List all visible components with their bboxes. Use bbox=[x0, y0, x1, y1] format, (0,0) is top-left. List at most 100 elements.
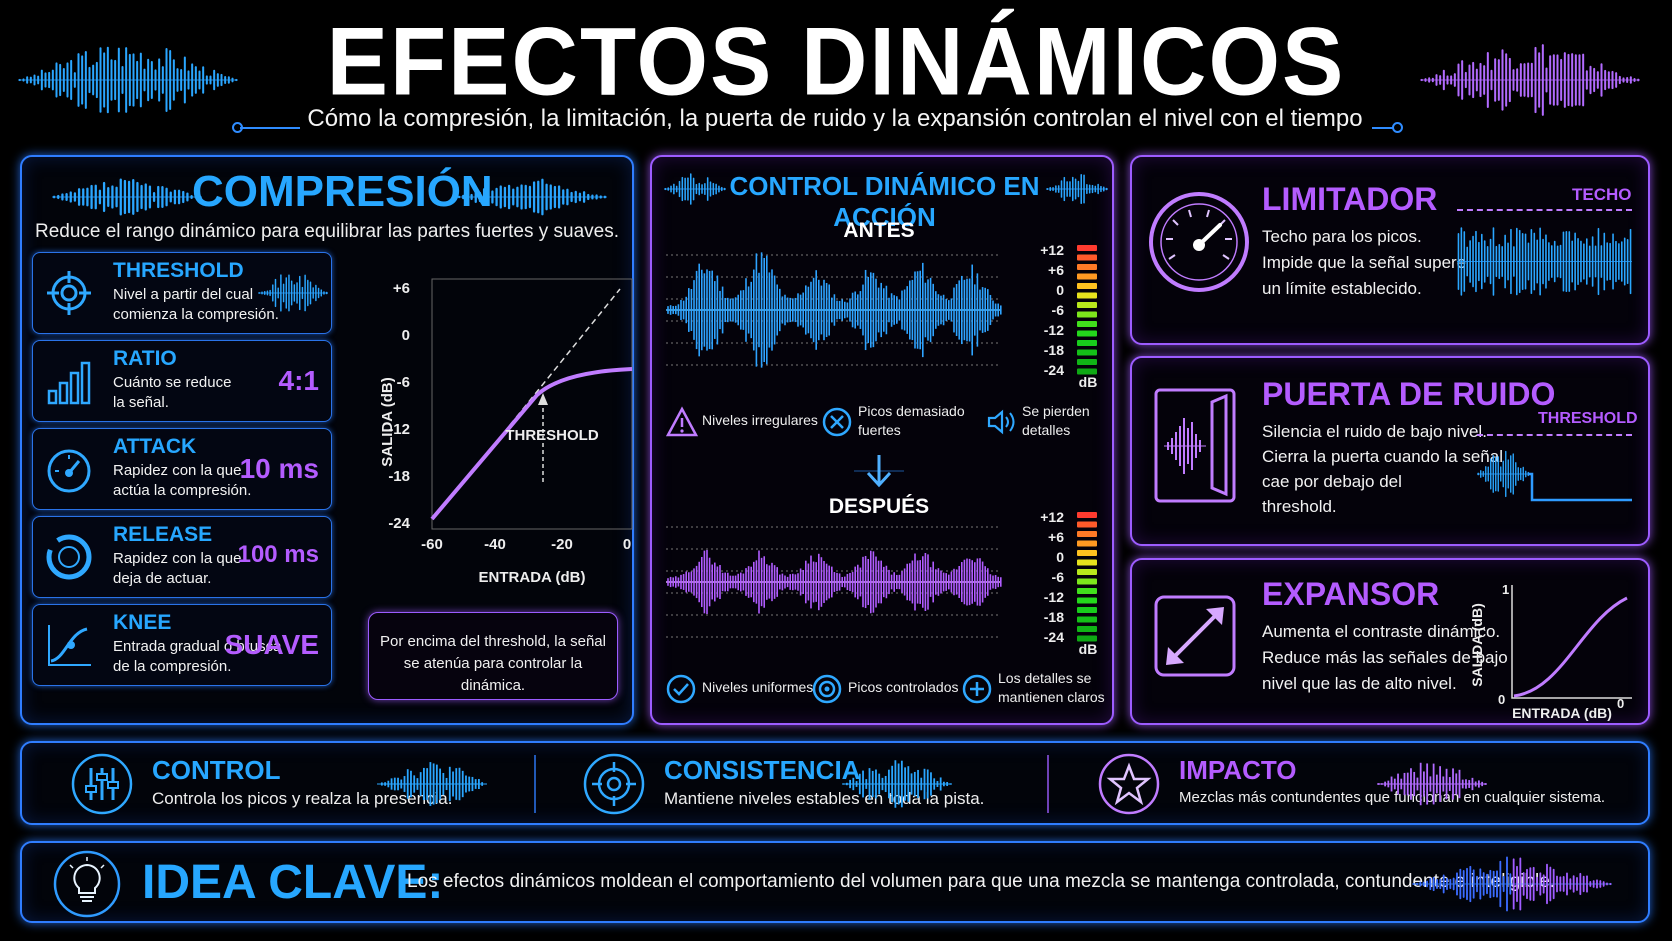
meter-tick: -24 bbox=[1044, 629, 1064, 645]
door-icon bbox=[1154, 388, 1236, 503]
benefit-desc: Mezclas más contundentes que funcionan e… bbox=[1179, 789, 1606, 806]
star-icon bbox=[1097, 752, 1161, 821]
expander-desc-1: Aumenta el contraste dinámico. bbox=[1262, 622, 1501, 641]
param-value: 100 ms bbox=[237, 541, 319, 568]
expand-arrow-icon bbox=[1154, 595, 1236, 677]
compression-wave-right bbox=[457, 178, 607, 216]
center-item-text: fuertes bbox=[858, 422, 901, 438]
meter-tick: -6 bbox=[1052, 302, 1065, 318]
expander-curve bbox=[1513, 596, 1628, 698]
param-value: SUAVE bbox=[224, 629, 319, 660]
limiter-title: LIMITADOR bbox=[1262, 181, 1438, 217]
dynamic-control-panel: CONTROL DINÁMICO EN ACCIÓN ANTES +12 +6 0 -… bbox=[650, 155, 1114, 725]
param-card-threshold: THRESHOLD Nivel a partir del cual comienza… bbox=[32, 252, 332, 334]
header: EFECTOS DINÁMICOS Cómo la compresión, la… bbox=[0, 0, 1672, 150]
gauge-icon bbox=[1149, 192, 1249, 292]
param-name: RELEASE bbox=[113, 523, 213, 546]
meter-unit: dB bbox=[1079, 374, 1098, 390]
graph-unity-line bbox=[509, 288, 621, 426]
graph-frame bbox=[431, 278, 633, 530]
graph-ytick: -18 bbox=[388, 468, 410, 485]
subtitle-line-left bbox=[240, 127, 300, 129]
param-desc-2: deja de actuar. bbox=[113, 570, 212, 587]
limiter-waveform bbox=[1457, 227, 1632, 296]
center-wave-left bbox=[664, 173, 726, 205]
param-card-attack: ATTACK Rapidez con la que actúa la compres… bbox=[32, 428, 332, 510]
target-icon bbox=[812, 674, 842, 709]
param-name: THRESHOLD bbox=[113, 259, 244, 282]
center-item-text: Niveles irregulares bbox=[702, 412, 818, 428]
crosshair-icon bbox=[45, 269, 93, 322]
param-desc-2: la señal. bbox=[113, 394, 169, 411]
param-name: RATIO bbox=[113, 347, 177, 370]
expander-title: EXPANSOR bbox=[1262, 576, 1440, 612]
center-item-text: Picos controlados bbox=[848, 679, 959, 695]
center-item: Los detalles se mantienen claros bbox=[962, 670, 1122, 716]
compression-wave-left bbox=[52, 178, 202, 216]
limiter-desc-2: Impide que la señal supere bbox=[1262, 253, 1467, 272]
subtitle-line-right bbox=[1372, 127, 1394, 129]
center-item-text: Picos demasiado bbox=[858, 403, 965, 419]
noise-gate-panel: PUERTA DE RUIDO Silencia el ruido de baj… bbox=[1130, 356, 1650, 546]
compression-panel: COMPRESIÓN Reduce el rango dinámico para… bbox=[20, 155, 634, 725]
expander-desc-3: nivel que las de alto nivel. bbox=[1262, 674, 1457, 693]
graph-xtick: -40 bbox=[484, 536, 506, 553]
lightbulb-icon bbox=[53, 850, 121, 918]
after-waveform bbox=[666, 526, 1002, 638]
key-idea-panel: IDEA CLAVE: Los efectos dinámicos moldea… bbox=[20, 841, 1650, 923]
center-item-text: mantienen claros bbox=[998, 689, 1105, 705]
graph-xtick: -60 bbox=[421, 536, 443, 553]
param-desc-1: Rapidez con la que bbox=[113, 462, 242, 479]
center-item: Niveles irregulares bbox=[665, 405, 826, 449]
center-item: Se pierden detalles bbox=[986, 403, 1146, 449]
gate-waveform bbox=[1477, 450, 1532, 498]
meter-tick: +6 bbox=[1048, 529, 1064, 545]
graph-ytick: -24 bbox=[388, 515, 410, 532]
limiter-ceiling-label: TECHO bbox=[1572, 185, 1632, 204]
graph-threshold-arrowhead bbox=[538, 393, 548, 405]
gate-desc-3: cae por debajo del bbox=[1262, 472, 1402, 491]
gate-desc-1: Silencia el ruido de bajo nivel. bbox=[1262, 422, 1487, 441]
param-desc-2: comienza la compresión. bbox=[113, 306, 279, 323]
benefits-divider-2 bbox=[1047, 755, 1049, 813]
benefits-panel: CONTROL Controla los picos y realza la pr… bbox=[20, 741, 1650, 825]
benefit-wave bbox=[1377, 762, 1487, 806]
param-desc-2: actúa la compresión. bbox=[113, 482, 252, 499]
header-wave-right bbox=[1420, 44, 1640, 116]
benefit-wave bbox=[842, 760, 952, 808]
check-icon bbox=[666, 674, 696, 709]
header-wave-left bbox=[18, 46, 238, 114]
expander-desc-2: Reduce más las señales de bajo bbox=[1262, 648, 1508, 667]
subtitle: Cómo la compresión, la limitación, la pu… bbox=[307, 105, 1363, 132]
center-item-text: Los detalles se bbox=[998, 670, 1092, 686]
meter-tick: -24 bbox=[1044, 362, 1064, 378]
key-idea-text: Los efectos dinámicos moldean el comport… bbox=[407, 871, 1556, 892]
x-circle-icon bbox=[822, 407, 852, 442]
benefit-wave bbox=[377, 762, 487, 806]
param-card-ratio: RATIO Cuánto se reduce la señal. 4:1 bbox=[32, 340, 332, 422]
gate-title: PUERTA DE RUIDO bbox=[1262, 376, 1556, 412]
compression-note-text: Por encima del threshold, la señal se at… bbox=[380, 633, 606, 694]
benefits-divider-1 bbox=[534, 755, 536, 813]
meter-tick: +6 bbox=[1048, 262, 1064, 278]
gate-desc-2: Cierra la puerta cuando la señal bbox=[1262, 447, 1503, 466]
subtitle-dot-left bbox=[232, 122, 243, 133]
meter-tick: -12 bbox=[1044, 589, 1064, 605]
expander-ylabel: SALIDA (dB) bbox=[1469, 603, 1485, 686]
center-title: CONTROL DINÁMICO EN ACCIÓN bbox=[729, 171, 1040, 232]
graph-compression-curve bbox=[430, 367, 633, 521]
meter-tick: +12 bbox=[1040, 509, 1064, 525]
gate-threshold-label: THRESHOLD bbox=[1538, 410, 1638, 427]
gate-closed-line bbox=[1528, 472, 1632, 502]
meter-unit: dB bbox=[1079, 641, 1098, 657]
graph-ytick: -12 bbox=[388, 421, 410, 438]
subtitle-dot-right bbox=[1392, 122, 1403, 133]
graph-ylabel: SALIDA (dB) bbox=[379, 377, 396, 466]
expander-panel: EXPANSOR Aumenta el contraste dinámico. … bbox=[1130, 558, 1650, 725]
center-item-text: Se pierden bbox=[1022, 403, 1090, 419]
compression-title: COMPRESIÓN bbox=[192, 167, 493, 216]
center-item: Niveles uniformes bbox=[666, 672, 826, 716]
graph-xtick: -20 bbox=[551, 536, 573, 553]
graph-threshold-label: THRESHOLD bbox=[505, 427, 599, 444]
gauge-icon bbox=[45, 445, 93, 498]
